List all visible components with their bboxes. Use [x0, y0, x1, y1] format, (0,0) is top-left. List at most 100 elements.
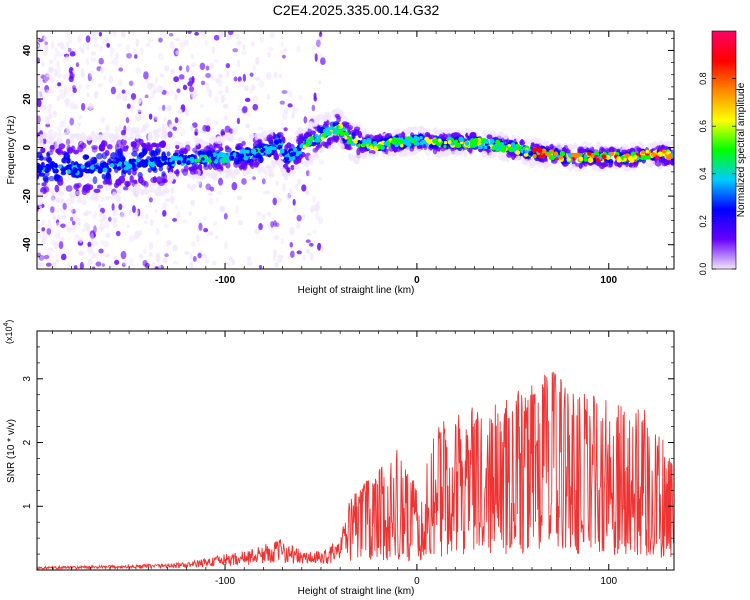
heatmap-noise-mark	[298, 94, 303, 100]
x-tick-label: -100	[215, 576, 235, 587]
heatmap-halo-mark	[357, 130, 363, 139]
heatmap-halo-mark	[216, 137, 223, 145]
heatmap-noise-mark	[161, 104, 166, 111]
heatmap-noise-mark	[275, 222, 280, 227]
heatmap-noise-mark	[252, 176, 256, 180]
heatmap-noise-mark	[87, 210, 93, 215]
heatmap-ridge-mark	[368, 145, 374, 150]
heatmap-noise-mark	[246, 261, 253, 267]
heatmap-halo-mark	[598, 161, 606, 170]
heatmap-noise-mark	[52, 215, 56, 220]
heatmap-noise-mark	[148, 113, 153, 120]
heatmap-halo-mark	[300, 158, 308, 166]
heatmap-noise-mark	[317, 35, 324, 42]
heatmap-noise-mark	[164, 197, 171, 203]
heatmap-halo-mark	[284, 144, 289, 151]
heatmap-noise-mark	[283, 47, 288, 53]
heatmap-noise-mark	[38, 38, 43, 43]
heatmap-noise-mark	[135, 113, 142, 122]
heatmap-noise-mark	[104, 184, 108, 192]
heatmap-halo-mark	[56, 147, 63, 156]
heatmap-halo-mark	[157, 181, 165, 186]
heatmap-noise-mark	[47, 89, 54, 95]
heatmap-ridge-mark	[594, 154, 598, 159]
heatmap-noise-mark	[38, 82, 44, 90]
heatmap-ridge-mark	[210, 156, 216, 162]
heatmap-noise-mark	[176, 88, 181, 94]
y-tick-label: 1	[22, 503, 33, 509]
heatmap-noise-mark	[189, 124, 194, 132]
colorbar-tick-label: 0.4	[698, 168, 708, 181]
heatmap-noise-mark	[105, 123, 110, 132]
heatmap-halo-mark	[599, 146, 604, 152]
heatmap-ridge-mark	[45, 163, 50, 168]
heatmap-halo-mark	[118, 175, 126, 184]
heatmap-halo-mark	[140, 142, 147, 148]
heatmap-ridge-mark	[44, 167, 50, 173]
heatmap-noise-mark	[158, 106, 163, 112]
heatmap-halo-mark	[39, 155, 44, 161]
heatmap-halo-mark	[107, 177, 112, 185]
heatmap-noise-mark	[80, 102, 86, 111]
heatmap-noise-mark	[226, 33, 232, 41]
heatmap-noise-mark	[208, 89, 213, 98]
heatmap-noise-mark	[268, 47, 274, 52]
heatmap-ridge-mark	[60, 166, 67, 173]
heatmap-ridge-mark	[473, 137, 479, 144]
x-tick-label: 0	[414, 576, 420, 587]
heatmap-ridge-mark	[553, 151, 559, 156]
heatmap-halo-mark	[76, 182, 82, 188]
heatmap-noise-mark	[94, 36, 99, 42]
heatmap-halo-mark	[143, 189, 150, 195]
heatmap-noise-mark	[63, 87, 68, 96]
x-tick-label: 0	[414, 275, 420, 286]
heatmap-noise-mark	[157, 85, 164, 94]
heatmap-noise-mark	[119, 211, 126, 219]
heatmap-noise-mark	[217, 177, 224, 186]
x-tick-label: 100	[600, 576, 617, 587]
heatmap-noise-mark	[191, 183, 197, 189]
heatmap-noise-mark	[236, 40, 243, 46]
heatmap-noise-mark	[37, 232, 41, 239]
heatmap-noise-mark	[187, 183, 191, 189]
heatmap-halo-mark	[314, 115, 320, 123]
heatmap-ridge-mark	[491, 146, 496, 151]
heatmap-noise-mark	[274, 262, 279, 268]
heatmap-noise-mark	[55, 258, 59, 263]
heatmap-noise-mark	[319, 57, 326, 65]
heatmap-noise-mark	[89, 70, 95, 77]
heatmap-noise-mark	[320, 245, 325, 253]
heatmap-noise-mark	[242, 44, 246, 51]
heatmap-halo-mark	[145, 144, 153, 152]
heatmap-halo-mark	[101, 140, 106, 148]
heatmap-ridge-mark	[128, 158, 134, 164]
heatmap-noise-mark	[55, 253, 60, 258]
heatmap-ridge-mark	[131, 162, 136, 167]
heatmap-halo-mark	[154, 190, 159, 197]
heatmap-noise-mark	[148, 241, 154, 250]
heatmap-halo-mark	[82, 185, 88, 193]
heatmap-noise-mark	[111, 203, 115, 211]
heatmap-ridge-mark	[605, 154, 611, 160]
heatmap-halo-mark	[166, 151, 171, 157]
heatmap-noise-mark	[291, 107, 296, 116]
heatmap-noise-mark	[178, 65, 183, 71]
heatmap-noise-mark	[93, 211, 97, 218]
heatmap-halo-mark	[257, 166, 264, 173]
heatmap-halo-mark	[174, 141, 180, 146]
heatmap-noise-mark	[145, 42, 151, 47]
heatmap-ridge-mark	[484, 145, 488, 150]
heatmap-ridge-mark	[502, 147, 507, 152]
heatmap-halo-mark	[621, 164, 626, 170]
heatmap-noise-mark	[95, 261, 102, 267]
heatmap-noise-mark	[176, 163, 181, 171]
heatmap-ridge-mark	[450, 141, 455, 146]
heatmap-noise-mark	[65, 54, 69, 63]
heatmap-noise-mark	[95, 252, 100, 258]
heatmap-noise-mark	[111, 31, 118, 37]
heatmap-noise-mark	[159, 73, 165, 78]
heatmap-halo-mark	[150, 188, 157, 193]
heatmap-ridge-mark	[176, 160, 182, 165]
heatmap-halo-mark	[116, 189, 122, 194]
heatmap-halo-mark	[117, 148, 123, 157]
